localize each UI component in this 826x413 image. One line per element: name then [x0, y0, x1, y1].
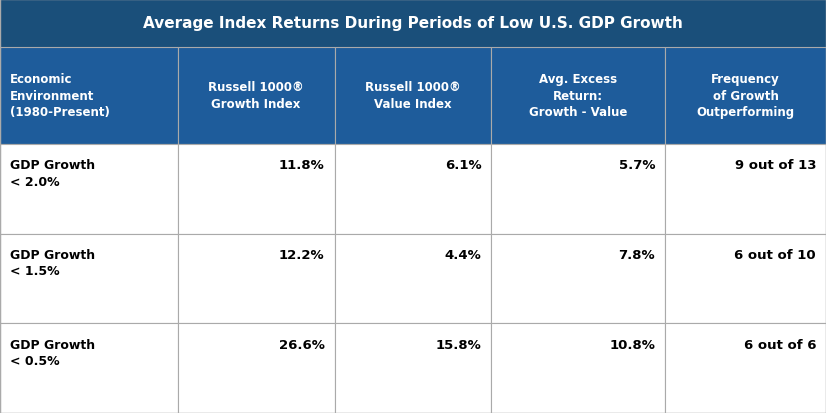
- Text: Avg. Excess
Return:
Growth - Value: Avg. Excess Return: Growth - Value: [529, 73, 628, 119]
- Bar: [665, 145, 826, 234]
- Bar: [491, 47, 665, 145]
- Bar: [335, 323, 491, 413]
- Text: Average Index Returns During Periods of Low U.S. GDP Growth: Average Index Returns During Periods of …: [143, 16, 683, 31]
- Bar: [491, 323, 665, 413]
- Bar: [178, 234, 335, 323]
- Bar: [0, 323, 178, 413]
- Bar: [665, 234, 826, 323]
- Text: Russell 1000®
Value Index: Russell 1000® Value Index: [365, 81, 461, 111]
- Text: 5.7%: 5.7%: [619, 159, 655, 172]
- Text: 10.8%: 10.8%: [609, 338, 655, 351]
- Text: 7.8%: 7.8%: [619, 248, 655, 261]
- Bar: [0, 47, 178, 145]
- Bar: [335, 145, 491, 234]
- Text: 12.2%: 12.2%: [279, 248, 325, 261]
- Text: 9 out of 13: 9 out of 13: [734, 159, 816, 172]
- Text: 6 out of 10: 6 out of 10: [734, 248, 816, 261]
- Text: GDP Growth
< 2.0%: GDP Growth < 2.0%: [10, 159, 95, 188]
- Text: Frequency
of Growth
Outperforming: Frequency of Growth Outperforming: [696, 73, 795, 119]
- Bar: [178, 145, 335, 234]
- Bar: [0, 234, 178, 323]
- Bar: [491, 145, 665, 234]
- Bar: [178, 323, 335, 413]
- Text: GDP Growth
< 0.5%: GDP Growth < 0.5%: [10, 338, 95, 367]
- Text: Russell 1000®
Growth Index: Russell 1000® Growth Index: [208, 81, 304, 111]
- Text: 15.8%: 15.8%: [436, 338, 482, 351]
- Text: 6.1%: 6.1%: [445, 159, 482, 172]
- Text: Economic
Environment
(1980-Present): Economic Environment (1980-Present): [10, 73, 110, 119]
- Bar: [665, 47, 826, 145]
- Text: 6 out of 6: 6 out of 6: [743, 338, 816, 351]
- Bar: [335, 47, 491, 145]
- Bar: [0, 145, 178, 234]
- Bar: [491, 234, 665, 323]
- Text: 11.8%: 11.8%: [279, 159, 325, 172]
- Text: 4.4%: 4.4%: [445, 248, 482, 261]
- Bar: [178, 47, 335, 145]
- Bar: [0, 0, 826, 47]
- Bar: [665, 323, 826, 413]
- Text: GDP Growth
< 1.5%: GDP Growth < 1.5%: [10, 248, 95, 278]
- Text: 26.6%: 26.6%: [278, 338, 325, 351]
- Bar: [335, 234, 491, 323]
